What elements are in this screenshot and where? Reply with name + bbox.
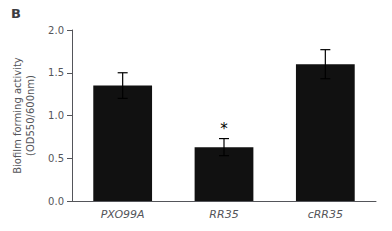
- svg-text:Biofilm forming activity: Biofilm forming activity: [12, 57, 23, 174]
- svg-text:0.0: 0.0: [48, 196, 64, 207]
- svg-text:0.5: 0.5: [48, 153, 64, 164]
- svg-text:1.0: 1.0: [48, 110, 64, 121]
- svg-text:2.0: 2.0: [48, 25, 64, 36]
- svg-text:B: B: [11, 6, 21, 21]
- svg-text:*: *: [220, 120, 228, 138]
- svg-text:PXO99A: PXO99A: [101, 208, 145, 221]
- svg-text:RR35: RR35: [209, 208, 238, 221]
- svg-text:1.5: 1.5: [48, 67, 64, 78]
- svg-text:(OD550/600nm): (OD550/600nm): [25, 75, 36, 156]
- svg-text:cRR35: cRR35: [308, 208, 343, 221]
